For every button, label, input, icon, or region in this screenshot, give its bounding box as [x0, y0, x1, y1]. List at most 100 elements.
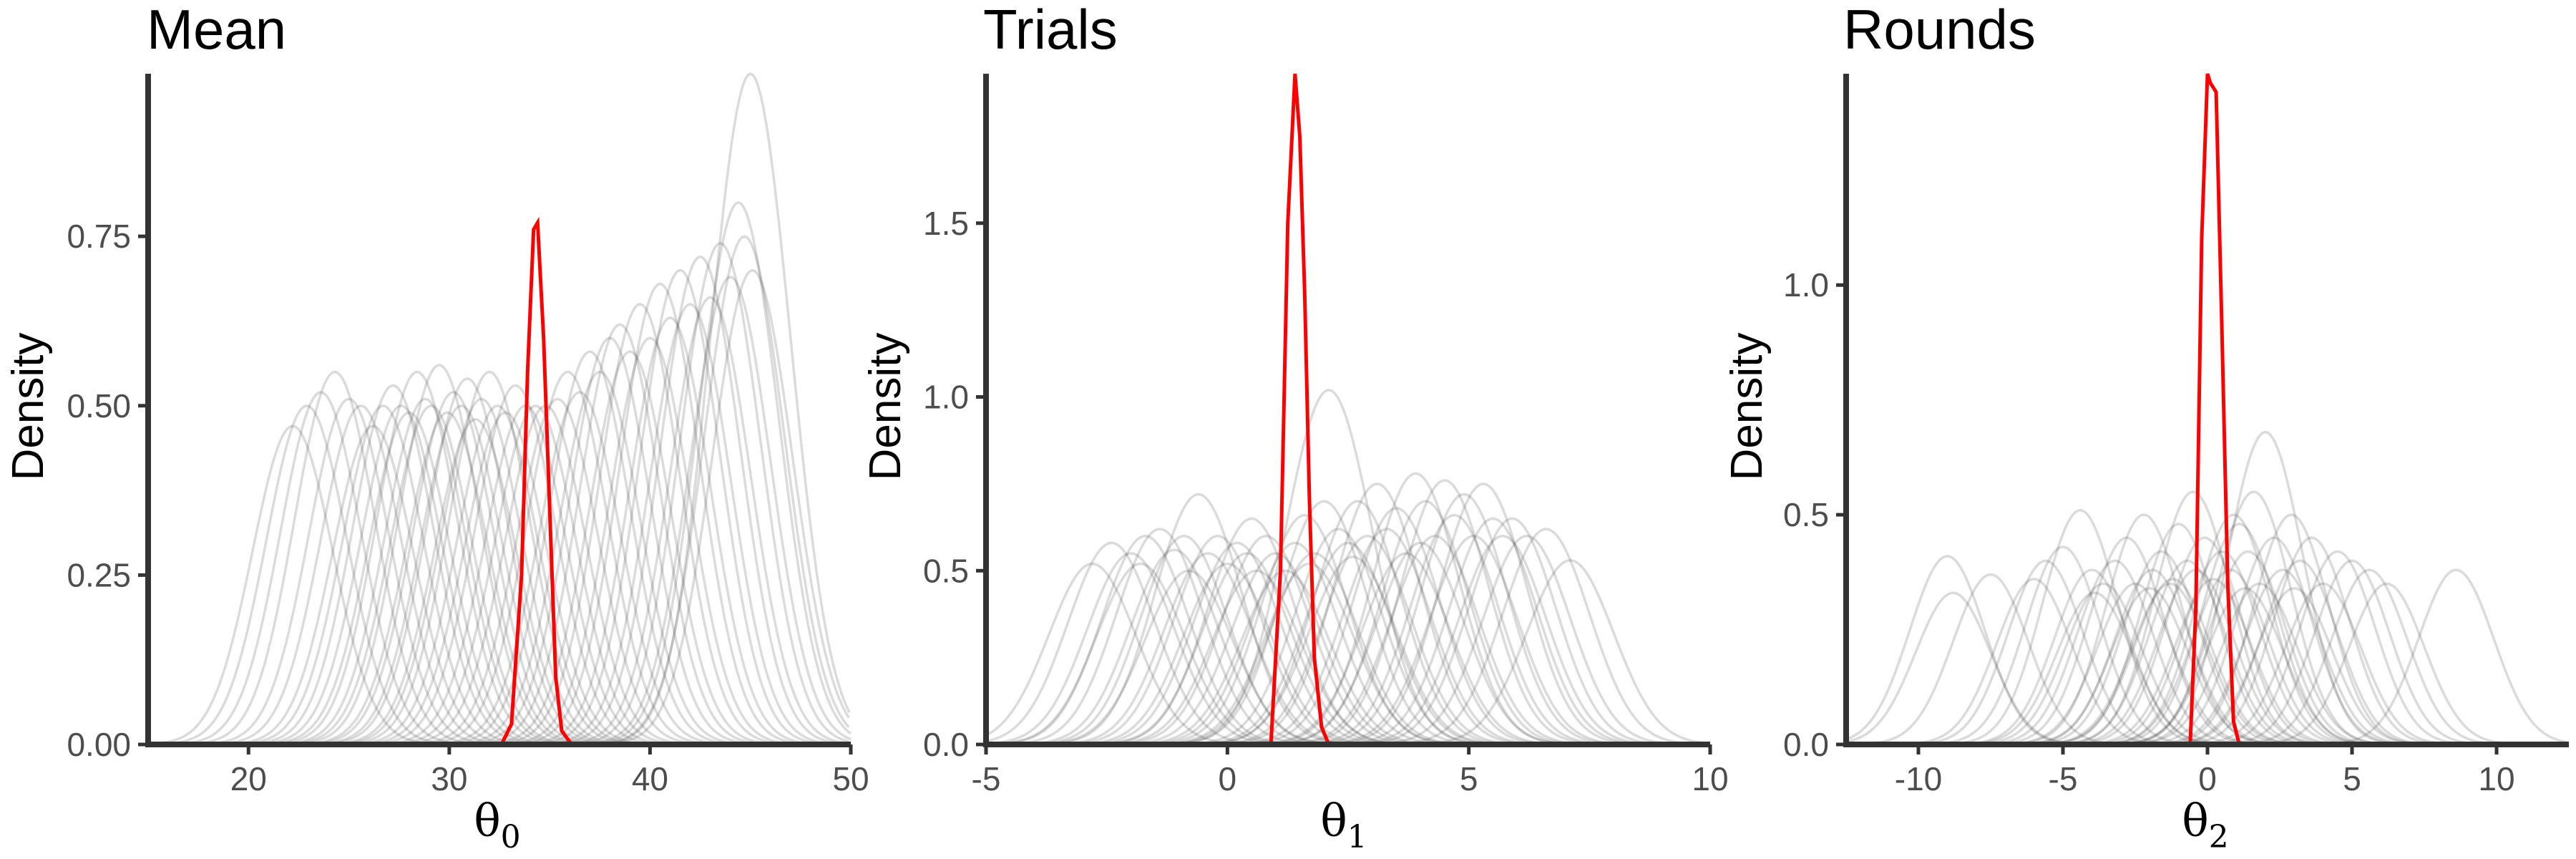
simulation-curves-mean — [147, 72, 852, 746]
simulation-curve-rounds-15 — [2019, 582, 2321, 746]
simulation-curve-trials-12 — [1073, 552, 1421, 746]
simulation-curve-trials-31 — [1252, 500, 1599, 746]
simulation-curve-mean-22 — [336, 404, 658, 746]
y-axis-label-rounds: Density — [1722, 333, 1772, 481]
simulation-curve-trials-14 — [1092, 534, 1440, 746]
simulation-curve-rounds-10 — [1976, 536, 2277, 746]
simulation-curve-trials-4 — [986, 528, 1334, 746]
x-axis-label-mean: θ0 — [474, 795, 520, 855]
simulation-curve-mean-6 — [212, 424, 534, 746]
simulation-curve-mean-13 — [270, 404, 592, 746]
x-axis-subscript-trials: 1 — [1347, 819, 1367, 855]
simulation-curve-mean-26 — [375, 404, 696, 746]
simulation-curve-mean-18 — [306, 377, 628, 746]
y-tick-label-trials-2: 1.0 — [923, 379, 969, 416]
simulation-curve-trials-41 — [1352, 534, 1701, 746]
simulation-curve-rounds-16 — [2028, 523, 2329, 746]
simulation-curve-rounds-45 — [2022, 578, 2323, 746]
simulation-curve-mean-19 — [314, 417, 636, 746]
simulation-curve-mean-29 — [406, 370, 728, 746]
simulation-curve-trials-21 — [1155, 388, 1503, 746]
simulation-curve-mean-49 — [592, 268, 850, 746]
simulation-curve-rounds-22 — [2080, 568, 2381, 746]
simulation-curve-trials-17 — [1121, 541, 1469, 746]
simulation-curve-mean-44 — [560, 241, 849, 746]
x-tick-label-mean-0: 20 — [230, 760, 267, 797]
simulation-curve-trials-25 — [1194, 534, 1541, 746]
y-axis-label-trials: Density — [861, 333, 910, 481]
simulation-curve-trials-13 — [1082, 569, 1430, 746]
panel-mean: Mean Density θ0 20 30 40 50 0.00 0.25 0.50 0.75 — [4, 0, 869, 855]
simulation-curve-rounds-14 — [2011, 550, 2312, 746]
simulation-curves-trials — [985, 388, 1709, 746]
simulation-curve-trials-30 — [1241, 472, 1590, 746]
simulation-curve-mean-36 — [479, 302, 801, 746]
simulation-curve-trials-39 — [1329, 534, 1677, 746]
simulation-curve-mean-8 — [232, 384, 554, 746]
simulation-curve-mean-38 — [499, 282, 821, 746]
simulation-curve-rounds-37 — [2236, 582, 2537, 746]
simulation-curve-trials-40 — [1338, 517, 1687, 746]
simulation-curve-rounds-26 — [2109, 582, 2410, 746]
simulation-curve-rounds-38 — [2306, 568, 2570, 746]
simulation-curve-rounds-33 — [2172, 582, 2474, 746]
simulation-curve-rounds-6 — [1930, 508, 2231, 746]
panel-title-mean: Mean — [147, 0, 286, 61]
simulation-curve-trials-9 — [1044, 534, 1392, 746]
simulation-curve-trials-32 — [1261, 534, 1609, 746]
simulation-curve-trials-11 — [1063, 541, 1411, 746]
simulation-curve-trials-47 — [1246, 541, 1595, 746]
simulation-curve-trials-8 — [1034, 552, 1382, 746]
posterior-curve-mean — [499, 216, 574, 746]
x-axis-subscript-rounds: 2 — [2209, 819, 2229, 855]
simulation-curve-mean-37 — [489, 336, 811, 746]
simulation-curve-trials-26 — [1203, 482, 1551, 746]
simulation-curve-rounds-42 — [2144, 587, 2445, 746]
simulation-curve-mean-15 — [286, 411, 608, 746]
simulation-curve-trials-33 — [1271, 479, 1619, 746]
panel-title-trials: Trials — [983, 0, 1118, 61]
simulation-curve-trials-37 — [1309, 482, 1657, 746]
simulation-curve-trials-5 — [1000, 548, 1348, 746]
simulation-curve-mean-1 — [148, 404, 468, 746]
ticks-mean: 20 30 40 50 0.00 0.25 0.50 0.75 — [67, 218, 869, 797]
simulation-curve-trials-38 — [1319, 517, 1667, 746]
simulation-curve-mean-0 — [147, 424, 454, 746]
simulation-curve-mean-14 — [278, 364, 600, 746]
simulation-curve-mean-10 — [248, 411, 570, 746]
y-axis-label-mean: Density — [4, 333, 53, 481]
x-tick-label-mean-2: 40 — [632, 760, 668, 797]
simulation-curves-rounds — [1846, 430, 2570, 746]
simulation-curve-rounds-35 — [2201, 559, 2503, 746]
x-tick-label-trials-1: 0 — [1219, 760, 1237, 797]
ticks-rounds: -10 -5 0 5 10 0.0 0.5 1.0 — [1783, 266, 2515, 797]
simulation-curve-mean-34 — [459, 323, 781, 746]
simulation-curve-trials-42 — [1372, 528, 1709, 746]
simulation-curve-mean-47 — [583, 235, 850, 746]
y-tick-label-rounds-1: 0.5 — [1783, 496, 1829, 533]
simulation-curve-mean-21 — [328, 370, 650, 746]
simulation-curve-trials-45 — [1078, 517, 1425, 746]
y-tick-label-mean-1: 0.25 — [67, 556, 131, 593]
simulation-curve-mean-7 — [222, 404, 544, 746]
simulation-curve-trials-2 — [985, 552, 1305, 746]
x-axis-symbol-trials: θ — [1320, 795, 1347, 847]
x-tick-label-rounds-3: 5 — [2343, 760, 2361, 797]
simulation-curve-rounds-23 — [2089, 523, 2390, 746]
simulation-curve-rounds-44 — [2094, 587, 2396, 746]
simulation-curve-rounds-31 — [2150, 559, 2451, 746]
simulation-curve-trials-49 — [1136, 562, 1483, 746]
simulation-curve-trials-20 — [1150, 500, 1498, 746]
simulation-curve-rounds-28 — [2123, 536, 2424, 746]
simulation-curve-trials-34 — [1280, 513, 1629, 746]
panel-rounds: Rounds Density θ2 -10 -5 0 5 10 0.0 0.5 1.0 — [1722, 0, 2570, 855]
x-tick-label-rounds-1: -5 — [2049, 760, 2078, 797]
simulation-curve-rounds-12 — [1994, 513, 2295, 746]
x-tick-label-trials-0: -5 — [972, 760, 1001, 797]
simulation-curve-rounds-41 — [2083, 513, 2384, 746]
simulation-curve-mean-46 — [577, 200, 852, 746]
x-axis-label-trials: θ1 — [1320, 795, 1367, 855]
x-tick-label-trials-2: 5 — [1460, 760, 1478, 797]
simulation-curve-rounds-29 — [2132, 568, 2434, 746]
